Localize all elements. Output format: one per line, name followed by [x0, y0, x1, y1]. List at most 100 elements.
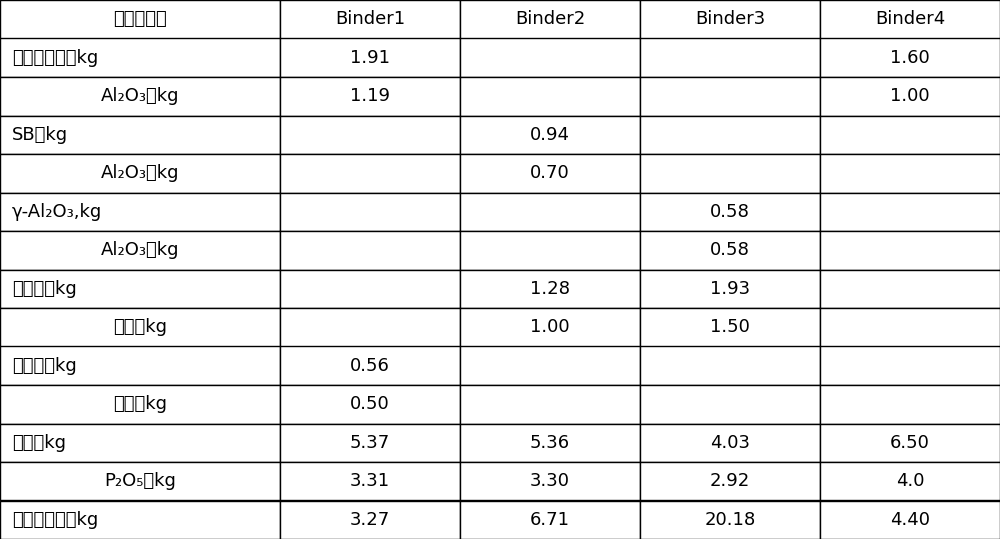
Bar [640, 115, 820, 154]
Bar [640, 347, 820, 385]
Text: 0.94: 0.94 [530, 126, 570, 144]
Bar [460, 231, 640, 270]
Text: 3.31: 3.31 [350, 472, 390, 490]
Bar [640, 462, 820, 501]
Bar [280, 77, 460, 115]
Bar [640, 192, 820, 231]
Bar [280, 154, 460, 192]
Bar [0, 0, 280, 38]
Text: 20.18: 20.18 [704, 511, 756, 529]
Bar [460, 501, 640, 539]
Bar [820, 77, 1000, 115]
Bar [0, 154, 280, 192]
Bar [640, 424, 820, 462]
Bar [460, 424, 640, 462]
Text: γ-Al₂O₃,kg: γ-Al₂O₃,kg [12, 203, 102, 221]
Bar [460, 192, 640, 231]
Text: 1.19: 1.19 [350, 87, 390, 105]
Text: 磷酸，kg: 磷酸，kg [12, 434, 66, 452]
Text: 1.93: 1.93 [710, 280, 750, 298]
Text: 0.56: 0.56 [350, 357, 390, 375]
Text: 1.28: 1.28 [530, 280, 570, 298]
Bar [0, 38, 280, 77]
Text: 2.92: 2.92 [710, 472, 750, 490]
Bar [0, 77, 280, 115]
Bar [0, 115, 280, 154]
Bar [460, 38, 640, 77]
Bar [640, 0, 820, 38]
Bar [820, 192, 1000, 231]
Bar [640, 77, 820, 115]
Bar [820, 270, 1000, 308]
Text: 4.40: 4.40 [890, 511, 930, 529]
Bar [280, 308, 460, 347]
Bar [280, 38, 460, 77]
Bar [280, 270, 460, 308]
Bar [820, 385, 1000, 424]
Bar [820, 424, 1000, 462]
Bar [460, 77, 640, 115]
Bar [640, 38, 820, 77]
Bar [820, 347, 1000, 385]
Text: 4.0: 4.0 [896, 472, 924, 490]
Bar [460, 385, 640, 424]
Text: Binder2: Binder2 [515, 10, 585, 28]
Bar [280, 192, 460, 231]
Text: Al₂O₃，kg: Al₂O₃，kg [101, 87, 179, 105]
Bar [280, 347, 460, 385]
Text: 1.50: 1.50 [710, 318, 750, 336]
Bar [640, 154, 820, 192]
Bar [820, 0, 1000, 38]
Text: 0.58: 0.58 [710, 241, 750, 259]
Bar [0, 501, 280, 539]
Bar [820, 38, 1000, 77]
Text: 3.30: 3.30 [530, 472, 570, 490]
Bar [460, 115, 640, 154]
Bar [820, 308, 1000, 347]
Bar [0, 231, 280, 270]
Text: SB，kg: SB，kg [12, 126, 68, 144]
Text: 5.36: 5.36 [530, 434, 570, 452]
Text: 粘结剂编号: 粘结剂编号 [113, 10, 167, 28]
Bar [820, 154, 1000, 192]
Text: 6.50: 6.50 [890, 434, 930, 452]
Bar [820, 231, 1000, 270]
Text: 3.27: 3.27 [350, 511, 390, 529]
Text: Binder1: Binder1 [335, 10, 405, 28]
Text: 干基，kg: 干基，kg [113, 318, 167, 336]
Text: 1.91: 1.91 [350, 49, 390, 67]
Bar [640, 231, 820, 270]
Text: 0.50: 0.50 [350, 395, 390, 413]
Text: Al₂O₃，kg: Al₂O₃，kg [101, 164, 179, 182]
Bar [280, 501, 460, 539]
Bar [640, 385, 820, 424]
Text: 拟薄水铝石，kg: 拟薄水铝石，kg [12, 49, 98, 67]
Bar [0, 347, 280, 385]
Bar [280, 462, 460, 501]
Bar [280, 424, 460, 462]
Bar [280, 115, 460, 154]
Bar [640, 501, 820, 539]
Bar [0, 385, 280, 424]
Bar [460, 462, 640, 501]
Bar [820, 462, 1000, 501]
Text: 高岭土，kg: 高岭土，kg [12, 357, 77, 375]
Bar [280, 0, 460, 38]
Text: 0.70: 0.70 [530, 164, 570, 182]
Bar [640, 270, 820, 308]
Bar [0, 462, 280, 501]
Bar [460, 308, 640, 347]
Bar [820, 115, 1000, 154]
Text: 6.71: 6.71 [530, 511, 570, 529]
Bar [0, 424, 280, 462]
Text: 0.58: 0.58 [710, 203, 750, 221]
Text: 脱阳离子水，kg: 脱阳离子水，kg [12, 511, 98, 529]
Text: 4.03: 4.03 [710, 434, 750, 452]
Text: 1.00: 1.00 [890, 87, 930, 105]
Bar [0, 270, 280, 308]
Bar [640, 308, 820, 347]
Bar [820, 501, 1000, 539]
Text: P₂O₅，kg: P₂O₅，kg [104, 472, 176, 490]
Text: 1.00: 1.00 [530, 318, 570, 336]
Bar [0, 308, 280, 347]
